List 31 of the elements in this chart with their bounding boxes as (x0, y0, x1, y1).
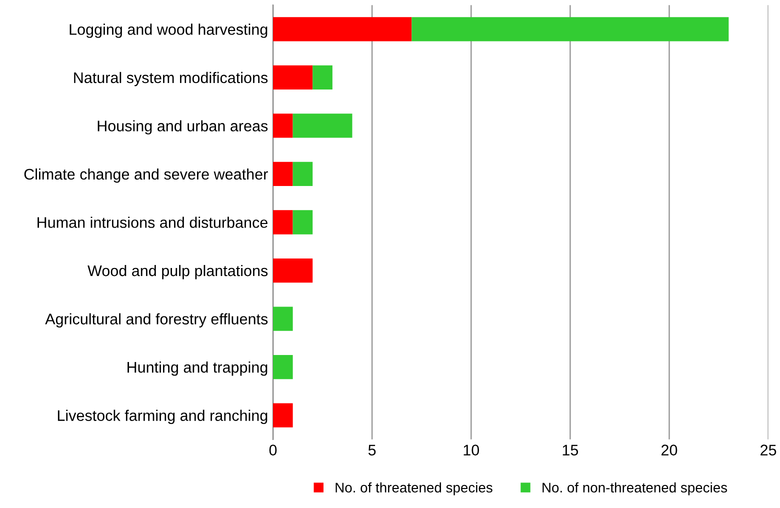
bar (273, 306, 293, 331)
y-tick-label: Agricultural and forestry effluents (45, 313, 268, 328)
x-tick-label: 0 (269, 444, 277, 456)
bar (292, 114, 352, 138)
y-tick-label: Livestock farming and ranching (58, 410, 268, 424)
bar (312, 65, 332, 90)
bar (273, 210, 293, 234)
y-tick-label: Natural system modifications (74, 72, 268, 86)
bar (273, 17, 412, 42)
y-tick-label: Wood and pulp plantations (88, 264, 268, 280)
bar (273, 403, 293, 428)
bar (292, 210, 313, 234)
bar (273, 65, 313, 90)
x-tick-label: 10 (464, 444, 480, 456)
bar (273, 354, 293, 380)
bar (273, 114, 293, 138)
y-tick-label: Human intrusions and disturbance (38, 216, 268, 228)
x-tick-label: 15 (562, 444, 578, 456)
legend-label: No. of threatened species (336, 482, 492, 496)
bar (273, 162, 293, 186)
legend-label: No. of non-threatened species (542, 482, 728, 496)
x-tick-label: 25 (760, 444, 776, 456)
y-tick-label: Logging and wood harvesting (70, 24, 268, 38)
y-tick-label: Climate change and severe weather (24, 168, 268, 183)
x-tick-label: 5 (368, 444, 376, 456)
bar (292, 162, 313, 186)
y-tick-label: Hunting and trapping (128, 361, 268, 376)
bar (412, 17, 729, 42)
x-tick-label: 20 (662, 444, 678, 456)
bar (273, 258, 313, 283)
y-tick-label: Housing and urban areas (98, 120, 268, 134)
